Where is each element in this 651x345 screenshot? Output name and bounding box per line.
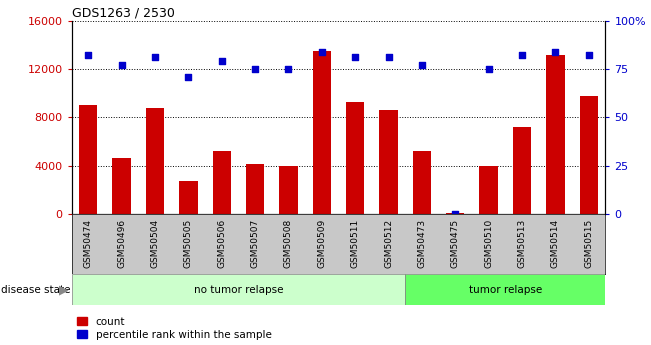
- Bar: [480, 166, 498, 214]
- Bar: [179, 181, 197, 214]
- Bar: [79, 105, 98, 214]
- Point: [450, 211, 460, 217]
- Point: [117, 62, 127, 68]
- Point: [217, 59, 227, 64]
- Bar: [146, 108, 164, 214]
- Bar: [213, 151, 231, 214]
- Point: [283, 66, 294, 72]
- Text: no tumor relapse: no tumor relapse: [194, 285, 283, 295]
- Bar: [513, 127, 531, 214]
- Bar: [312, 51, 331, 214]
- Text: GSM50505: GSM50505: [184, 219, 193, 268]
- Point: [316, 49, 327, 55]
- Text: GSM50508: GSM50508: [284, 219, 293, 268]
- Text: ▶: ▶: [59, 283, 68, 296]
- Bar: [246, 165, 264, 214]
- Bar: [72, 274, 405, 305]
- Point: [484, 66, 494, 72]
- Point: [417, 62, 427, 68]
- Text: GSM50515: GSM50515: [584, 219, 593, 268]
- Text: disease state: disease state: [1, 285, 71, 295]
- Point: [583, 53, 594, 58]
- Text: GSM50473: GSM50473: [417, 219, 426, 268]
- Point: [250, 66, 260, 72]
- Bar: [579, 96, 598, 214]
- Text: tumor relapse: tumor relapse: [469, 285, 542, 295]
- Text: GSM50475: GSM50475: [450, 219, 460, 268]
- Text: GSM50506: GSM50506: [217, 219, 227, 268]
- Point: [150, 55, 160, 60]
- Text: GSM50511: GSM50511: [351, 219, 360, 268]
- Text: GSM50509: GSM50509: [317, 219, 326, 268]
- Point: [350, 55, 361, 60]
- Bar: [405, 274, 605, 305]
- Bar: [380, 110, 398, 214]
- Text: GSM50496: GSM50496: [117, 219, 126, 268]
- Bar: [279, 166, 298, 214]
- Bar: [413, 151, 431, 214]
- Text: GSM50504: GSM50504: [150, 219, 159, 268]
- Legend: count, percentile rank within the sample: count, percentile rank within the sample: [77, 317, 271, 340]
- Point: [383, 55, 394, 60]
- Text: GSM50474: GSM50474: [84, 219, 93, 268]
- Text: GSM50514: GSM50514: [551, 219, 560, 268]
- Text: GSM50510: GSM50510: [484, 219, 493, 268]
- Point: [83, 53, 94, 58]
- Point: [517, 53, 527, 58]
- Text: GSM50507: GSM50507: [251, 219, 260, 268]
- Point: [183, 74, 193, 79]
- Point: [550, 49, 561, 55]
- Text: GDS1263 / 2530: GDS1263 / 2530: [72, 7, 174, 20]
- Text: GSM50512: GSM50512: [384, 219, 393, 268]
- Text: GSM50513: GSM50513: [518, 219, 527, 268]
- Bar: [446, 213, 464, 214]
- Bar: [546, 55, 564, 214]
- Bar: [346, 102, 365, 214]
- Bar: [113, 158, 131, 214]
